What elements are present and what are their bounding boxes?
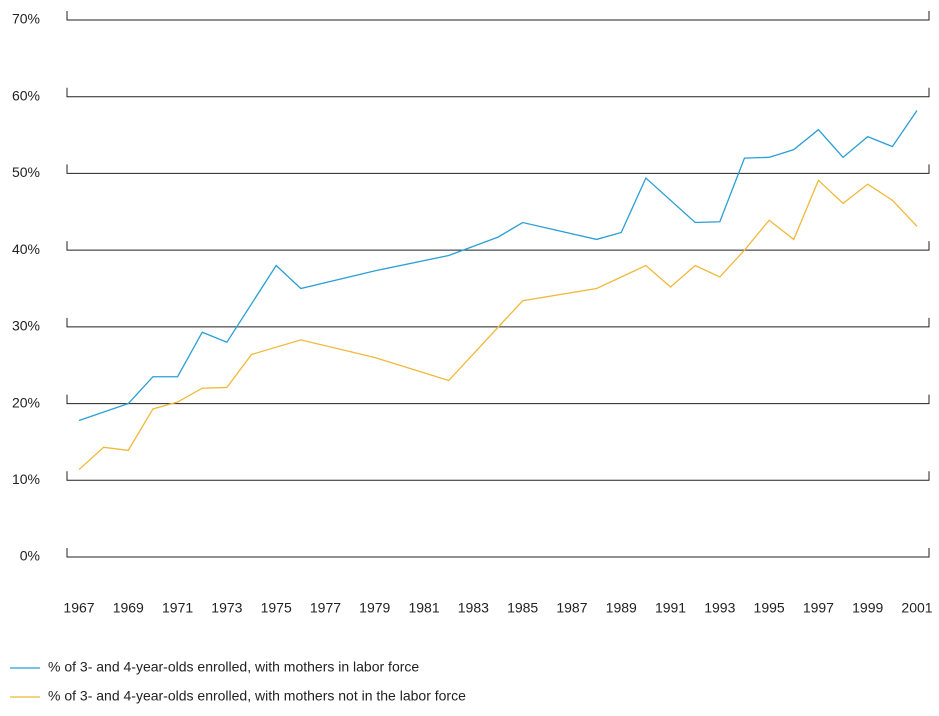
y-tick-label: 40% xyxy=(12,241,40,257)
x-tick-label: 1973 xyxy=(211,600,242,616)
data-line xyxy=(78,110,918,422)
x-tick-label: 1995 xyxy=(754,600,785,616)
grid-line xyxy=(66,471,930,481)
y-tick-label: 20% xyxy=(12,394,40,410)
y-tick-label: 60% xyxy=(12,87,40,103)
grid-line xyxy=(66,394,930,405)
grid-line xyxy=(66,164,930,174)
legend-label: % of 3- and 4-year-olds enrolled, with m… xyxy=(48,659,419,675)
x-tick-label: 1983 xyxy=(458,600,489,616)
grid-line xyxy=(66,548,930,558)
x-tick-label: 1989 xyxy=(606,600,637,616)
grid-line xyxy=(66,11,930,21)
y-tick-label: 50% xyxy=(12,164,40,180)
x-tick-label: 1987 xyxy=(556,600,587,616)
data-line xyxy=(78,179,918,471)
x-tick-label: 1977 xyxy=(310,600,341,616)
x-tick-label: 1991 xyxy=(655,600,686,616)
grid-line xyxy=(66,87,930,98)
x-tick-label: 1971 xyxy=(162,600,193,616)
x-tick-label: 1997 xyxy=(803,600,834,616)
x-tick-label: 1969 xyxy=(113,600,144,616)
x-tick-label: 2001 xyxy=(901,600,932,616)
x-tick-label: 1981 xyxy=(408,600,439,616)
grid-line xyxy=(66,317,930,328)
legend-label: % of 3- and 4-year-olds enrolled, with m… xyxy=(48,688,466,704)
y-tick-label: 10% xyxy=(12,471,40,487)
x-tick-label: 1993 xyxy=(704,600,735,616)
x-tick-label: 1979 xyxy=(359,600,390,616)
x-tick-label: 1975 xyxy=(261,600,292,616)
y-tick-label: 70% xyxy=(12,11,40,27)
y-tick-label: 0% xyxy=(20,548,40,564)
x-tick-label: 1967 xyxy=(63,600,94,616)
x-tick-label: 1999 xyxy=(852,600,883,616)
grid-line xyxy=(66,241,930,251)
x-tick-label: 1985 xyxy=(507,600,538,616)
y-tick-label: 30% xyxy=(12,318,40,334)
